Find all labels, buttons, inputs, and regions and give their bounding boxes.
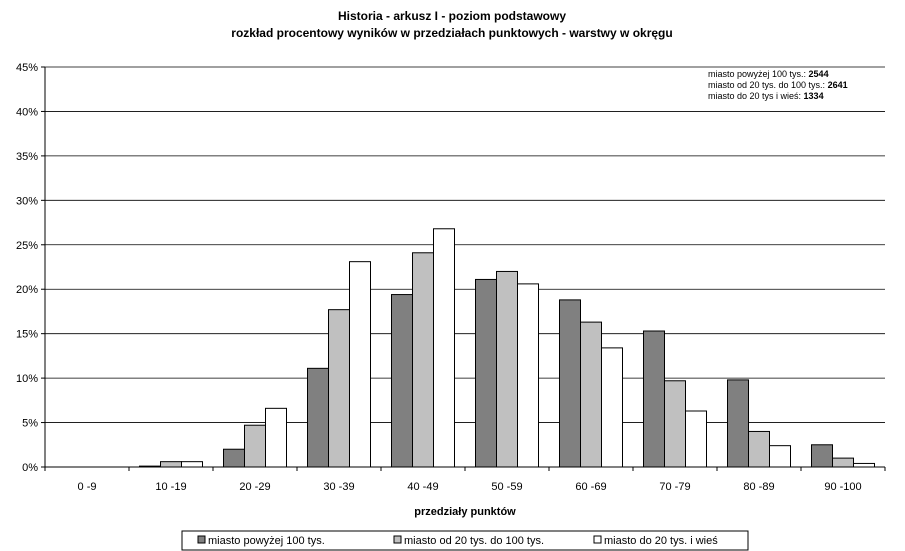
x-tick-label: 70 -79 [659,481,690,493]
x-tick-label: 80 -89 [743,481,774,493]
x-tick-label: 40 -49 [407,481,438,493]
x-tick-label: 50 -59 [491,481,522,493]
legend: miasto powyżej 100 tys. miasto od 20 tys.… [181,530,749,551]
bar [517,283,539,468]
bar [811,444,833,468]
bar [433,228,455,468]
legend-swatch [197,535,206,544]
y-tick-label: 5% [22,418,38,430]
bar [643,330,665,468]
bar [328,309,350,468]
bar [412,252,434,468]
bar [160,461,182,468]
bar [244,424,266,468]
bar [223,448,245,468]
x-tick-label: 90 -100 [824,481,861,493]
bar [181,461,203,468]
legend-label: miasto do 20 tys. i wieś [604,535,718,547]
bar [769,445,791,468]
legend-label: miasto powyżej 100 tys. [208,535,325,547]
legend-label: miasto od 20 tys. do 100 tys. [404,535,544,547]
bar [748,430,770,468]
y-tick-label: 20% [16,284,38,296]
bar [727,379,749,468]
x-tick-label: 0 -9 [78,481,97,493]
bar [496,270,518,468]
bar [580,321,602,468]
y-axis-ticks: 0% 5% 10% 15% 20% 25% 30% 35% 40% 45% [16,62,45,474]
x-tick-label: 60 -69 [575,481,606,493]
y-tick-label: 15% [16,329,38,341]
y-tick-label: 40% [16,106,38,118]
x-axis-ticks: 0 -9 10 -19 20 -29 30 -39 40 -49 50 -59 60 -69… [44,467,886,493]
y-tick-label: 35% [16,151,38,163]
bar [307,367,329,468]
x-axis-label: przedziały punktów [414,506,516,518]
legend-swatch [593,535,602,544]
info-box-line: miasto od 20 tys. do 100 tys.: 2641 [708,80,848,90]
bar [853,462,875,468]
legend-swatch [393,535,402,544]
y-tick-label: 0% [22,462,38,474]
chart-subtitle: rozkład procentowy wyników w przedziałac… [231,26,672,40]
bar [832,457,854,468]
x-tick-label: 30 -39 [323,481,354,493]
y-tick-label: 30% [16,195,38,207]
bar [664,380,686,468]
bar [601,347,623,468]
gridlines [45,66,885,423]
info-box-line: miasto do 20 tys i wieś: 1334 [708,91,824,101]
x-tick-label: 10 -19 [155,481,186,493]
info-box-line: miasto powyżej 100 tys.: 2544 [708,69,829,79]
y-tick-label: 45% [16,62,38,74]
bar [685,410,707,468]
y-tick-label: 25% [16,240,38,252]
bar [475,278,497,468]
bar [265,407,287,468]
x-tick-label: 20 -29 [239,481,270,493]
bar [559,299,581,468]
chart-title: Historia - arkusz I - poziom podstawowy [338,9,566,23]
legend-frame [181,530,749,551]
y-tick-label: 10% [16,373,38,385]
bars [139,228,875,468]
bar [391,294,413,468]
bar [349,261,371,468]
